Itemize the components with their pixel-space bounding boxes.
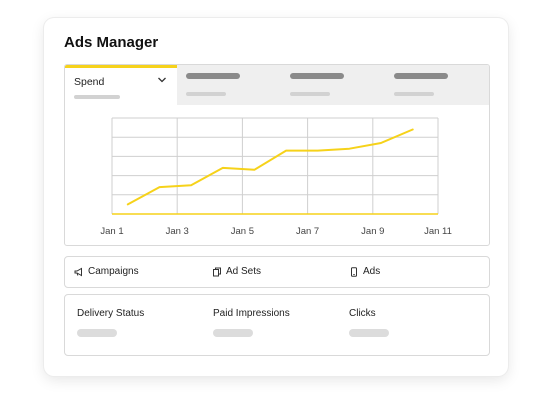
tab-metric-2[interactable] [177,65,281,105]
metric-clicks-label: Clicks [349,308,376,319]
chart-grid [111,117,439,215]
metric-tabs: Spend [65,65,489,105]
tab-spend[interactable]: Spend [65,65,177,105]
tab-spend-subtext [74,95,120,99]
level-ads[interactable]: Ads [349,266,380,277]
x-tick-label: Jan 5 [231,226,254,237]
metric-delivery-status-value [77,329,117,337]
x-tick-label: Jan 9 [361,226,384,237]
level-ads-label: Ads [363,266,381,277]
phone-icon [351,266,357,277]
chart-panel: Spend Jan 1 Jan 3 Jan 5 Jan 7 Jan 9 Jan [64,64,490,246]
level-campaigns[interactable]: Campaigns [74,266,139,277]
tab-spend-label: Spend [74,76,105,88]
copy-icon [213,267,221,276]
tab-metric-3-label [290,73,344,79]
tab-metric-4-subtext [394,92,434,96]
tab-metric-3-subtext [290,92,330,96]
x-tick-label: Jan 3 [166,226,189,237]
x-tick-label: Jan 7 [296,226,319,237]
x-tick-label: Jan 11 [424,226,452,237]
metric-clicks-value [349,329,389,337]
ads-manager-card: Ads Manager Spend [44,18,508,376]
spend-line-chart: Jan 1 Jan 3 Jan 5 Jan 7 Jan 9 Jan 11 [100,117,452,237]
tab-metric-2-subtext [186,92,226,96]
chart-x-ticks: Jan 1 Jan 3 Jan 5 Jan 7 Jan 9 Jan 11 [100,226,452,237]
megaphone-icon [74,267,82,276]
metric-paid-impressions-label: Paid Impressions [213,308,290,319]
metrics-summary: Delivery Status Paid Impressions Clicks [64,294,490,356]
level-campaigns-label: Campaigns [88,266,139,277]
metric-delivery-status-label: Delivery Status [77,308,145,319]
level-selector: Campaigns Ad Sets Ads [64,256,490,288]
chevron-down-icon[interactable] [157,76,167,84]
tab-metric-4[interactable] [385,65,489,105]
level-ad-sets-label: Ad Sets [226,266,262,277]
spend-series-line [126,128,414,206]
metric-paid-impressions-value [213,329,253,337]
tab-metric-4-label [394,73,448,79]
tab-metric-3[interactable] [281,65,385,105]
x-tick-label: Jan 1 [100,226,123,237]
tab-metric-2-label [186,73,240,79]
page-title: Ads Manager [64,34,159,51]
level-ad-sets[interactable]: Ad Sets [212,266,261,277]
